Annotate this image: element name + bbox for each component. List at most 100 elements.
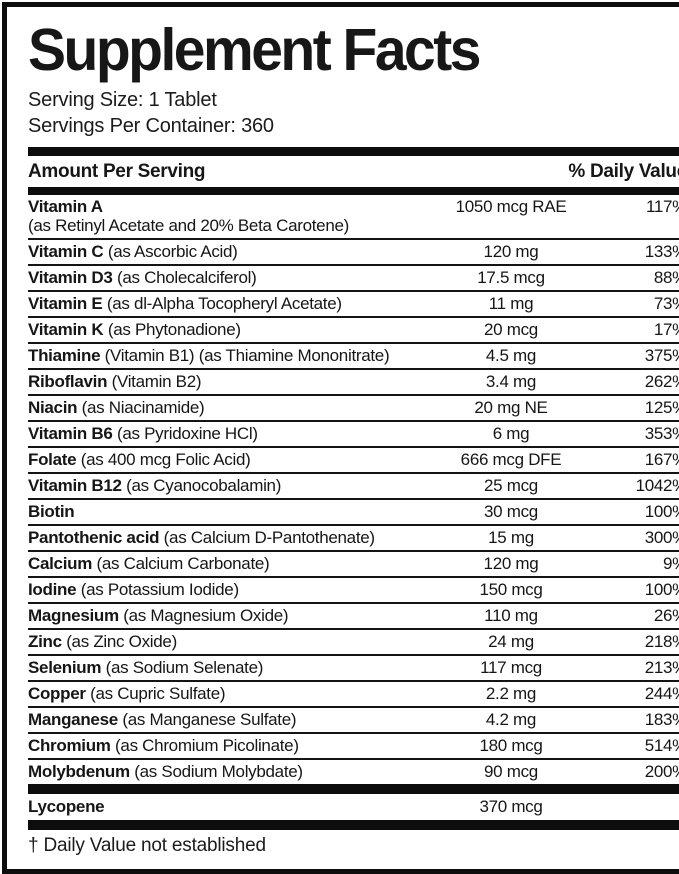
table-row: Iodine (as Potassium Iodide) 150 mcg 100… <box>28 578 679 604</box>
nutrient-dv: 125% <box>644 398 679 417</box>
nutrient-detail: (as Calcium Carbonate) <box>96 554 270 573</box>
table-row: Vitamin K (as Phytonadione) 20 mcg 17% <box>28 318 679 344</box>
table-row: Chromium (as Chromium Picolinate) 180 mc… <box>28 734 679 760</box>
nutrient-dv: 100% <box>644 502 679 521</box>
table-row: Molybdenum (as Sodium Molybdate) 90 mcg … <box>28 760 679 784</box>
nutrient-name: Lycopene <box>28 797 105 816</box>
table-header: Amount Per Serving % Daily Value <box>28 156 679 187</box>
nutrient-dv: 88% <box>653 268 679 287</box>
nutrient-detail: (as Pyridoxine HCl) <box>117 424 258 443</box>
nutrient-name: Vitamin B12 <box>28 476 122 495</box>
nutrient-amount: 2.2 mg <box>485 684 537 703</box>
nutrient-dv: † <box>591 797 679 817</box>
nutrient-amount: 4.2 mg <box>485 710 537 729</box>
nutrient-name: Vitamin B6 <box>28 424 113 443</box>
header-amount-per-serving: Amount Per Serving <box>28 161 206 182</box>
nutrient-detail: (as Cyanocobalamin) <box>126 476 282 495</box>
table-row: Magnesium (as Magnesium Oxide) 110 mg 26… <box>28 604 679 630</box>
nutrient-name: Magnesium <box>28 606 119 625</box>
nutrient-detail: (as 400 mcg Folic Acid) <box>80 450 251 469</box>
table-row-lycopene: Lycopene 370 mcg † <box>28 794 679 820</box>
nutrient-amount: 24 mg <box>488 632 534 651</box>
nutrient-name: Folate <box>28 450 77 469</box>
nutrient-detail: (as Sodium Selenate) <box>105 658 264 677</box>
table-row: Niacin (as Niacinamide) 20 mg NE 125% <box>28 396 679 422</box>
table-row: Vitamin B12 (as Cyanocobalamin) 25 mcg 1… <box>28 474 679 500</box>
table-row: Vitamin B6 (as Pyridoxine HCl) 6 mg 353% <box>28 422 679 448</box>
table-row: Vitamin E (as dl-Alpha Tocopheryl Acetat… <box>28 292 679 318</box>
table-row: Biotin 30 mcg 100% <box>28 500 679 526</box>
nutrient-amount: 666 mcg DFE <box>460 450 562 469</box>
nutrient-dv: 117% <box>645 197 679 216</box>
nutrient-amount: 11 mg <box>488 294 534 313</box>
nutrient-name: Selenium <box>28 658 102 677</box>
serving-size: Serving Size: 1 Tablet <box>28 89 217 111</box>
nutrient-amount: 110 mg <box>484 606 538 625</box>
table-row: Selenium (as Sodium Selenate) 117 mcg 21… <box>28 656 679 682</box>
nutrient-amount: 1050 mcg RAE <box>455 197 567 216</box>
nutrient-amount: 17.5 mcg <box>477 268 545 287</box>
nutrient-dv: 17% <box>653 320 679 339</box>
nutrient-detail: (as dl-Alpha Tocopheryl Acetate) <box>106 294 342 313</box>
nutrient-amount: 90 mcg <box>484 762 538 781</box>
nutrient-dv: 375% <box>644 346 679 365</box>
nutrient-dv: 514% <box>644 736 679 755</box>
nutrient-dv: 218% <box>644 632 679 651</box>
nutrient-detail: (as Zinc Oxide) <box>66 632 177 651</box>
table-row: Pantothenic acid (as Calcium D-Pantothen… <box>28 526 679 552</box>
table-row: Vitamin A 1050 mcg RAE 117% (as Retinyl … <box>28 195 679 240</box>
nutrient-name: Vitamin C <box>28 242 104 261</box>
nutrient-amount: 30 mcg <box>484 502 538 521</box>
nutrient-detail: (Vitamin B2) <box>111 372 202 391</box>
nutrient-dv: 262% <box>644 372 679 391</box>
table-row: Folate (as 400 mcg Folic Acid) 666 mcg D… <box>28 448 679 474</box>
nutrient-name: Manganese <box>28 710 118 729</box>
table-row: Vitamin C (as Ascorbic Acid) 120 mg 133% <box>28 240 679 266</box>
nutrient-amount: 150 mcg <box>479 580 543 599</box>
page-title: Supplement Facts <box>28 16 481 84</box>
nutrient-detail: (as Chromium Picolinate) <box>115 736 299 755</box>
nutrient-dv: 353% <box>644 424 679 443</box>
nutrient-dv: 300% <box>644 528 679 547</box>
serving-info: Serving Size: 1 Tablet Servings Per Cont… <box>28 87 679 139</box>
nutrient-name: Niacin <box>28 398 78 417</box>
nutrient-name: Copper <box>28 684 86 703</box>
nutrient-table: Vitamin A 1050 mcg RAE 117% (as Retinyl … <box>28 195 679 784</box>
table-row: Vitamin D3 (as Cholecalciferol) 17.5 mcg… <box>28 266 679 292</box>
nutrient-detail: (as Potassium Iodide) <box>80 580 239 599</box>
daily-value-footnote: † Daily Value not established <box>28 835 266 856</box>
nutrient-dv: 9% <box>663 554 679 573</box>
nutrient-name: Vitamin D3 <box>28 268 113 287</box>
nutrient-dv: 213% <box>644 658 679 677</box>
nutrient-detail: (as Magnesium Oxide) <box>123 606 289 625</box>
nutrient-amount: 20 mg NE <box>474 398 548 417</box>
nutrient-name: Vitamin A <box>28 197 103 216</box>
table-row: Copper (as Cupric Sulfate) 2.2 mg 244% <box>28 682 679 708</box>
nutrient-name: Vitamin K <box>28 320 104 339</box>
nutrient-dv: 200% <box>644 762 679 781</box>
nutrient-detail: (as Cupric Sulfate) <box>90 684 226 703</box>
nutrient-name: Zinc <box>28 632 62 651</box>
table-row: Thiamine (Vitamin B1) (as Thiamine Monon… <box>28 344 679 370</box>
table-row: Zinc (as Zinc Oxide) 24 mg 218% <box>28 630 679 656</box>
table-row: Calcium (as Calcium Carbonate) 120 mg 9% <box>28 552 679 578</box>
servings-per-container: Servings Per Container: 360 <box>28 115 274 137</box>
nutrient-name: Iodine <box>28 580 77 599</box>
nutrient-detail: (as Ascorbic Acid) <box>107 242 238 261</box>
nutrient-amount: 20 mcg <box>484 320 538 339</box>
nutrient-name: Riboflavin <box>28 372 108 391</box>
nutrient-amount: 370 mcg <box>479 797 543 816</box>
divider-bar-top <box>28 147 679 156</box>
nutrient-dv: 26% <box>653 606 679 625</box>
table-row: Manganese (as Manganese Sulfate) 4.2 mg … <box>28 708 679 734</box>
table-row: Riboflavin (Vitamin B2) 3.4 mg 262% <box>28 370 679 396</box>
nutrient-name: Chromium <box>28 736 111 755</box>
nutrient-detail: (as Cholecalciferol) <box>117 268 257 287</box>
nutrient-dv: 244% <box>644 684 679 703</box>
nutrient-subdetail: (as Retinyl Acetate and 20% Beta Caroten… <box>28 216 349 235</box>
nutrient-amount: 117 mcg <box>480 658 542 677</box>
nutrient-dv: 133% <box>644 242 679 261</box>
nutrient-amount: 6 mg <box>492 424 530 443</box>
nutrient-detail: (as Niacinamide) <box>81 398 205 417</box>
